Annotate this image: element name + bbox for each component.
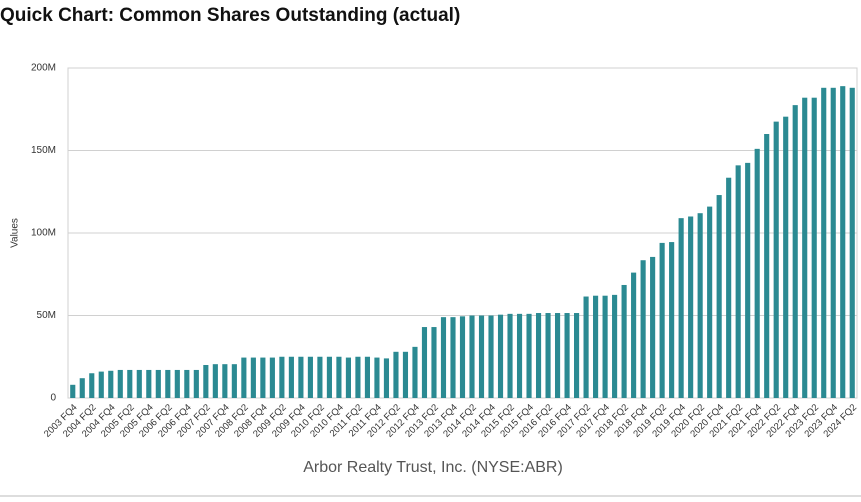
bar (155, 369, 161, 398)
bar (688, 216, 694, 398)
bar (716, 195, 722, 398)
bar (393, 351, 399, 398)
bar (222, 364, 228, 398)
bar (279, 356, 285, 398)
bar (355, 356, 361, 398)
bar (849, 87, 855, 399)
bar (250, 357, 256, 398)
bar (726, 177, 732, 398)
bar (583, 296, 589, 398)
bar (669, 242, 675, 398)
bar (773, 121, 779, 398)
bar (383, 358, 390, 398)
bar (421, 327, 428, 398)
bar (488, 315, 494, 398)
bar (631, 272, 637, 398)
bar (811, 97, 817, 398)
bar (174, 369, 180, 398)
bar (516, 313, 523, 398)
y-axis-label: Values (10, 218, 21, 248)
bar (478, 315, 485, 398)
bar (431, 327, 437, 398)
bar (136, 369, 142, 398)
bar (70, 384, 76, 398)
bar (374, 357, 380, 398)
bar (402, 351, 409, 398)
bar (98, 371, 104, 398)
bar (326, 356, 332, 398)
bar (593, 295, 599, 398)
bar (783, 116, 789, 399)
bar (146, 369, 152, 398)
bar (745, 162, 751, 398)
bar (659, 242, 665, 398)
bar (707, 206, 713, 398)
bar (231, 364, 237, 398)
bar (650, 256, 656, 398)
bar (336, 356, 342, 398)
bar (317, 356, 323, 398)
bar (526, 313, 532, 398)
footer: Arbor Realty Trust, Inc. (NYSE:ABR) (303, 459, 563, 476)
bar (507, 313, 513, 398)
bar (830, 87, 836, 399)
y-tick-label: 150M (31, 145, 56, 156)
bar (678, 218, 684, 398)
bar (564, 313, 570, 398)
bar (127, 369, 133, 398)
bar (802, 97, 808, 398)
bar (621, 284, 627, 398)
bar (821, 87, 827, 399)
bar (412, 346, 418, 398)
bar (545, 313, 551, 398)
bar (364, 356, 371, 398)
bar (108, 370, 114, 398)
bar (440, 317, 447, 398)
bar (469, 315, 475, 398)
bar (89, 373, 95, 398)
bar (535, 313, 542, 398)
bar (117, 369, 123, 398)
bar (697, 213, 703, 398)
y-tick-label: 200M (31, 63, 56, 74)
bar (241, 357, 247, 398)
bar (260, 357, 266, 398)
bar (450, 317, 456, 398)
bar (269, 357, 275, 398)
bar (497, 314, 504, 398)
bar (574, 313, 580, 398)
bar (735, 165, 741, 398)
bar (165, 369, 171, 398)
bar (79, 378, 85, 398)
bar (602, 295, 608, 398)
bar (554, 313, 561, 398)
bar (288, 356, 294, 398)
bar (298, 356, 304, 398)
bar (640, 260, 646, 398)
bar (193, 369, 199, 398)
bar (840, 86, 846, 399)
bar (612, 294, 618, 398)
bar (345, 357, 351, 398)
chart-title: Quick Chart: Common Shares Outstanding (… (0, 5, 460, 26)
bar (184, 369, 190, 398)
bar (754, 148, 760, 398)
y-tick-label: 50M (37, 310, 56, 321)
bar (764, 134, 770, 398)
bar (459, 316, 466, 398)
bar (307, 356, 313, 398)
y-tick-label: 100M (31, 228, 56, 239)
y-tick-label: 0 (50, 393, 56, 404)
bar (212, 364, 218, 398)
bar (203, 365, 209, 398)
bar (792, 105, 798, 398)
